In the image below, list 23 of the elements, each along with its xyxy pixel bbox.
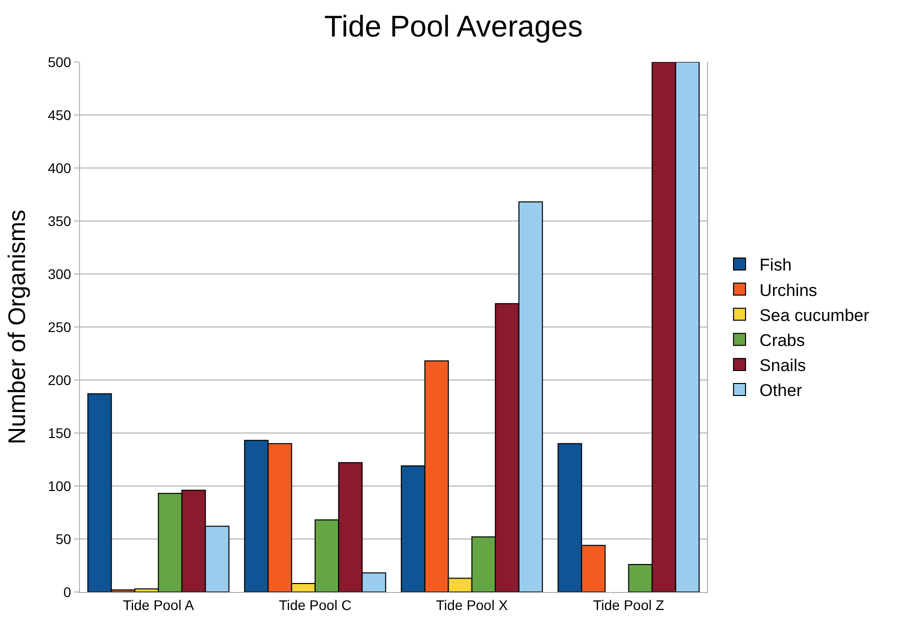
legend-label: Sea cucumber: [760, 306, 870, 325]
y-tick-label: 0: [63, 584, 72, 600]
y-tick-label: 250: [48, 318, 72, 335]
y-tick-label: 500: [48, 54, 72, 70]
y-axis-title: Number of Organisms: [4, 210, 31, 444]
x-tick-label: Tide Pool A: [122, 596, 195, 613]
y-tick-label: 450: [48, 106, 72, 123]
legend-label: Snails: [760, 356, 806, 376]
legend-label: Urchins: [760, 280, 818, 300]
y-tick-label: 350: [48, 212, 72, 229]
legend-label: Other: [760, 381, 802, 400]
y-tick-label: 400: [48, 160, 72, 176]
x-tick-label: Tide Pool C: [278, 596, 352, 613]
y-tick-label: 300: [48, 266, 72, 282]
x-tick-label: Tide Pool Z: [593, 596, 665, 613]
chart-title: Tide Pool Averages: [324, 10, 583, 44]
legend-label: Fish: [760, 256, 792, 275]
y-tick-label: 150: [48, 424, 72, 441]
y-tick-label: 50: [56, 530, 72, 547]
y-tick-label: 100: [48, 478, 72, 494]
y-tick-label: 200: [48, 372, 72, 388]
x-tick-label: Tide Pool X: [436, 596, 508, 613]
legend-label: Crabs: [760, 330, 805, 350]
